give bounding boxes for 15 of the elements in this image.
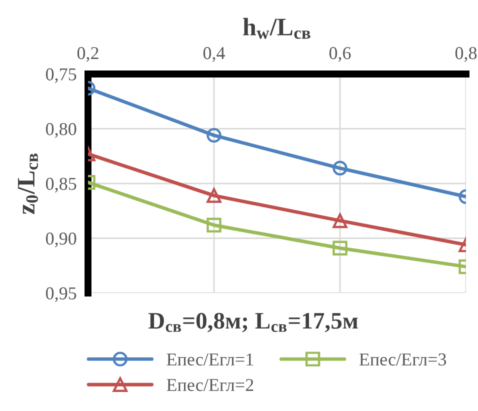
x-axis-title: h$_{w}$/L$_{св}$ — [243, 18, 310, 39]
y-tick-label: 0,80 — [46, 123, 76, 138]
legend-label: Епес/Егл=3 — [359, 353, 446, 366]
y-tick-label: 0,90 — [46, 232, 76, 248]
legend-label: Епес/Егл=1 — [166, 353, 254, 366]
y-tick-label: 0,75 — [46, 68, 76, 84]
y-tick-label: 0,85 — [46, 178, 76, 193]
legend-label: Епес/Егл=2 — [166, 378, 254, 392]
x-tick-label: 0,6 — [329, 47, 351, 62]
x-tick-label: 0,2 — [77, 47, 98, 62]
text: D$_{св}$=0,8м; L$_{св}$=17,5м — [148, 312, 358, 332]
x-tick-label: 0,8 — [455, 47, 477, 62]
y-axis-title: z$_{0}$/L$_{св}$ — [18, 154, 38, 214]
y-tick-label: 0,95 — [46, 287, 76, 302]
x-tick-label: 0,4 — [203, 47, 226, 62]
